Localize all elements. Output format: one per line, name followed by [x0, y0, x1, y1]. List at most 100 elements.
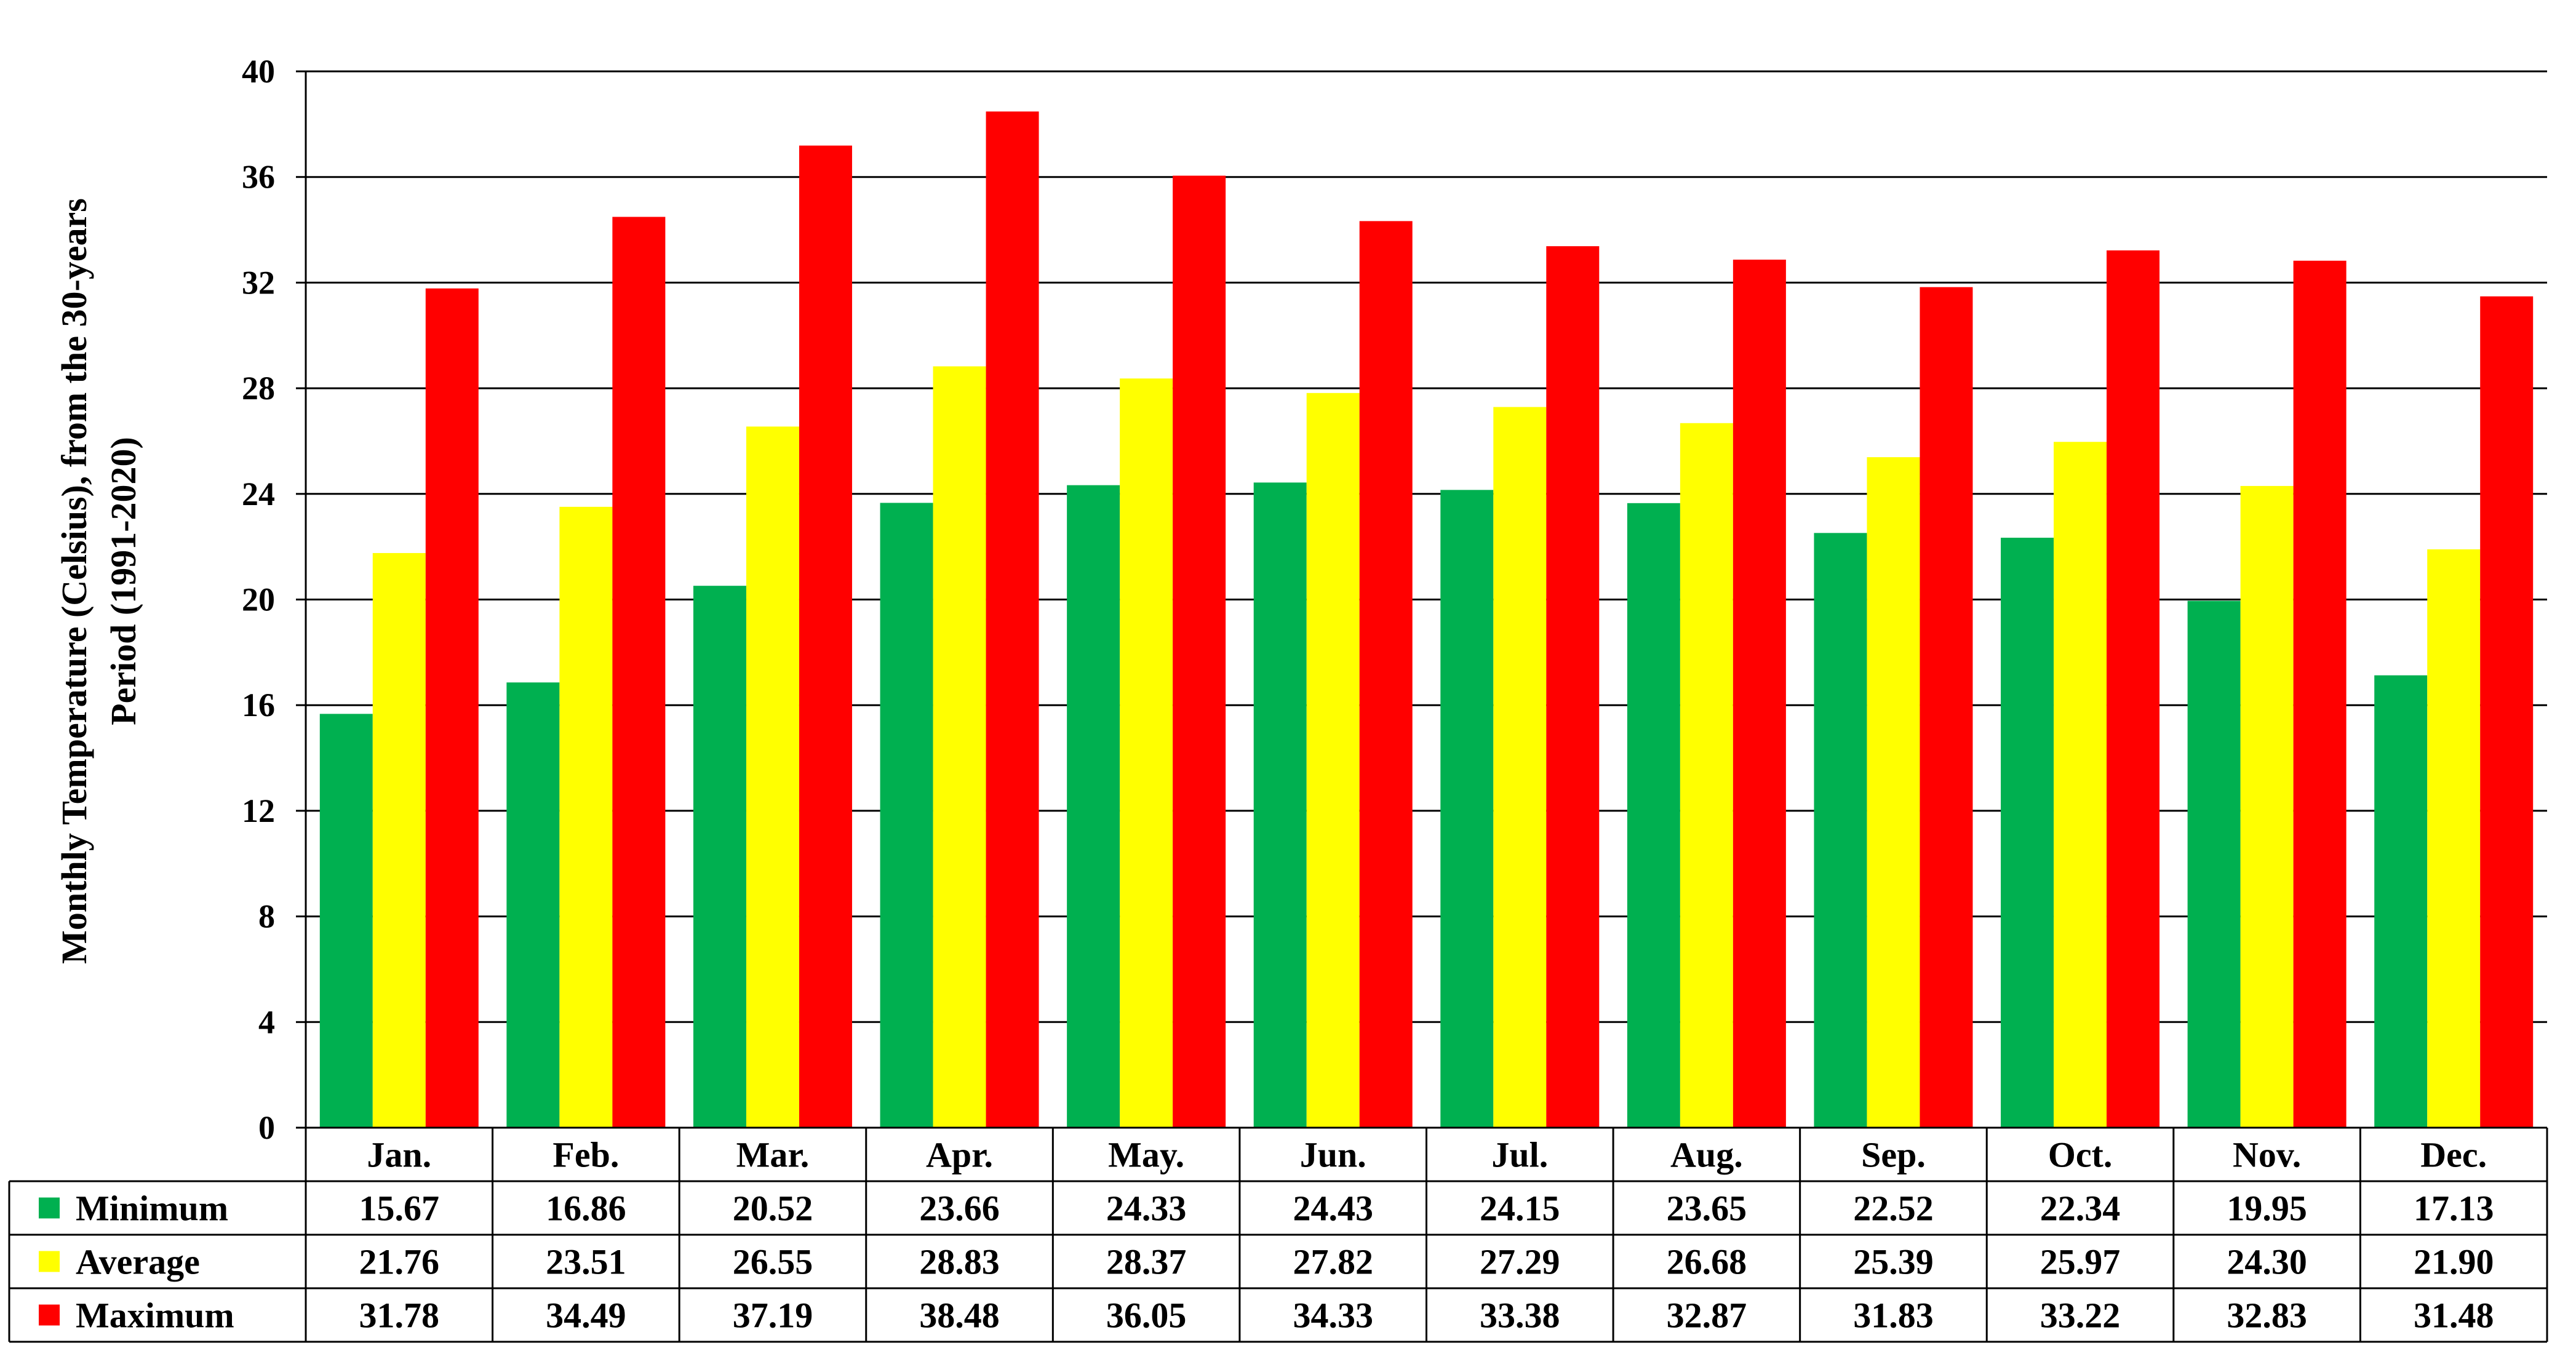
- bar-average-10: [2054, 442, 2107, 1128]
- category-label: Jan.: [367, 1135, 431, 1175]
- y-tick-label: 28: [242, 370, 275, 407]
- bars: [319, 111, 2534, 1128]
- category-label: Feb.: [552, 1135, 619, 1175]
- category-label: Oct.: [2048, 1135, 2113, 1175]
- bar-average-3: [746, 426, 799, 1128]
- bar-minimum-12: [2374, 675, 2428, 1128]
- category-label: Apr.: [926, 1135, 993, 1175]
- data-label-minimum: 15.67: [359, 1189, 440, 1229]
- y-tick-label: 36: [242, 159, 275, 196]
- data-label-maximum: 32.87: [1667, 1296, 1747, 1336]
- bar-maximum-7: [1546, 246, 1600, 1128]
- data-label-maximum: 32.83: [2227, 1296, 2307, 1336]
- data-label-maximum: 38.48: [919, 1296, 1000, 1336]
- y-axis-title-line: Monthly Temperature (Celsius), from the …: [54, 198, 94, 964]
- legend-label-minimum: Minimum: [76, 1189, 228, 1229]
- bar-average-7: [1493, 407, 1547, 1128]
- data-label-minimum: 20.52: [733, 1189, 813, 1229]
- bar-maximum-5: [1173, 175, 1226, 1128]
- bar-minimum-7: [1440, 490, 1494, 1128]
- category-label: Nov.: [2233, 1135, 2301, 1175]
- category-label: Jul.: [1491, 1135, 1548, 1175]
- data-label-average: 24.30: [2227, 1242, 2307, 1282]
- data-label-minimum: 24.43: [1293, 1189, 1373, 1229]
- bar-average-2: [559, 506, 613, 1128]
- legend-label-average: Average: [76, 1242, 200, 1282]
- y-tick-label: 16: [242, 687, 275, 723]
- bar-average-12: [2427, 549, 2481, 1128]
- bar-maximum-4: [986, 111, 1039, 1128]
- data-label-average: 25.97: [2040, 1242, 2121, 1282]
- data-label-average: 27.82: [1293, 1242, 1373, 1282]
- y-axis-title: Monthly Temperature (Celsius), from the …: [54, 198, 143, 964]
- data-label-maximum: 34.33: [1293, 1296, 1373, 1336]
- category-label: Jun.: [1300, 1135, 1366, 1175]
- data-label-minimum: 17.13: [2414, 1189, 2494, 1229]
- bar-average-8: [1680, 423, 1733, 1128]
- data-label-average: 28.83: [919, 1242, 1000, 1282]
- y-tick-label: 0: [258, 1109, 275, 1146]
- bar-minimum-9: [1814, 533, 1867, 1128]
- data-label-maximum: 31.48: [2414, 1296, 2494, 1336]
- data-label-maximum: 33.38: [1480, 1296, 1560, 1336]
- y-tick-label: 40: [242, 53, 275, 90]
- bar-maximum-1: [425, 288, 479, 1128]
- category-label: Sep.: [1861, 1135, 1926, 1175]
- data-label-minimum: 23.65: [1667, 1189, 1747, 1229]
- y-tick-label: 4: [258, 1003, 275, 1040]
- data-label-maximum: 36.05: [1106, 1296, 1187, 1336]
- bar-minimum-3: [693, 586, 746, 1128]
- legend-label-maximum: Maximum: [76, 1296, 234, 1336]
- bar-minimum-5: [1067, 485, 1120, 1128]
- bar-maximum-6: [1359, 221, 1413, 1128]
- bar-minimum-6: [1253, 482, 1307, 1128]
- data-label-minimum: 19.95: [2227, 1189, 2307, 1229]
- data-label-maximum: 33.22: [2040, 1296, 2121, 1336]
- category-label: Dec.: [2420, 1135, 2487, 1175]
- category-label: May.: [1108, 1135, 1184, 1175]
- y-axis: 0 4 8 12 16 20 24 28 32 36 40: [242, 53, 307, 1146]
- y-tick-label: 8: [258, 898, 275, 935]
- y-tick-label: 24: [242, 476, 275, 512]
- data-label-average: 21.76: [359, 1242, 440, 1282]
- bar-average-9: [1867, 457, 1920, 1128]
- legend-swatch-average: [39, 1251, 60, 1272]
- bar-minimum-4: [880, 503, 933, 1128]
- bar-minimum-2: [506, 682, 560, 1128]
- y-axis-title-line: Period (1991-2020): [103, 437, 143, 725]
- bar-maximum-12: [2480, 296, 2534, 1128]
- data-label-average: 25.39: [1853, 1242, 1934, 1282]
- data-label-minimum: 22.34: [2040, 1189, 2121, 1229]
- bar-average-6: [1306, 393, 1360, 1128]
- category-label: Aug.: [1670, 1135, 1743, 1175]
- bar-minimum-1: [319, 714, 373, 1128]
- category-label: Mar.: [736, 1135, 810, 1175]
- bar-average-4: [933, 366, 986, 1128]
- bar-average-1: [372, 552, 426, 1128]
- data-table: Jan. Feb. Mar. Apr. May. Jun. Jul. Aug. Sep. Oct.…: [8, 1126, 2548, 1343]
- data-label-average: 26.55: [733, 1242, 813, 1282]
- bar-maximum-11: [2293, 260, 2347, 1128]
- gridlines: [306, 70, 2547, 1023]
- data-label-minimum: 16.86: [546, 1189, 626, 1229]
- data-label-minimum: 22.52: [1853, 1189, 1934, 1229]
- data-label-average: 27.29: [1480, 1242, 1560, 1282]
- bar-maximum-9: [1920, 287, 1973, 1128]
- bar-minimum-10: [2001, 538, 2054, 1128]
- bar-maximum-2: [612, 217, 666, 1128]
- data-label-minimum: 23.66: [919, 1189, 1000, 1229]
- data-label-minimum: 24.33: [1106, 1189, 1187, 1229]
- data-label-average: 26.68: [1667, 1242, 1747, 1282]
- data-label-maximum: 37.19: [733, 1296, 813, 1336]
- data-label-maximum: 31.83: [1853, 1296, 1934, 1336]
- data-label-average: 21.90: [2414, 1242, 2494, 1282]
- data-label-maximum: 34.49: [546, 1296, 626, 1336]
- y-tick-label: 32: [242, 264, 275, 301]
- bar-average-5: [1120, 378, 1173, 1128]
- bar-maximum-3: [799, 145, 852, 1128]
- legend-swatch-minimum: [39, 1197, 60, 1219]
- bar-maximum-10: [2107, 250, 2160, 1128]
- data-label-average: 28.37: [1106, 1242, 1187, 1282]
- bar-minimum-8: [1627, 503, 1680, 1128]
